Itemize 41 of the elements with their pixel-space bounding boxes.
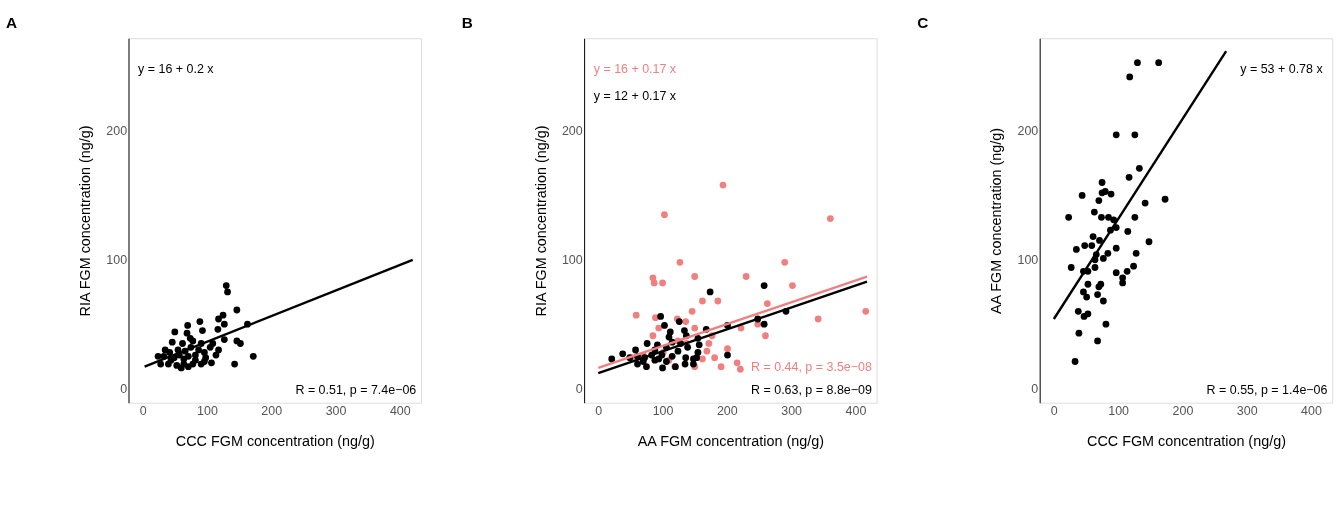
x-tick-label: 300 <box>1236 403 1258 418</box>
annotation: R = 0.44, p = 3.5e−08 <box>751 360 872 375</box>
y-tick-label: 200 <box>561 124 583 139</box>
x-tick-label: 200 <box>716 403 738 418</box>
annotation: y = 12 + 0.17 x <box>593 88 677 103</box>
x-tick-label: 100 <box>652 403 674 418</box>
annotation: y = 53 + 0.78 x <box>1240 61 1324 76</box>
y-tick-label: 200 <box>106 124 128 139</box>
x-tick-label: 300 <box>325 403 347 418</box>
x-tick-label: 400 <box>1301 403 1322 418</box>
x-tick-label: 0 <box>139 403 147 418</box>
x-tick-label: 400 <box>389 403 411 418</box>
x-tick-label: 300 <box>781 403 803 418</box>
annotation: R = 0.55, p = 1.4e−06 <box>1206 383 1328 398</box>
chart-title: C <box>917 13 929 31</box>
chart-title: A <box>6 13 18 31</box>
y-tick-label: 100 <box>561 253 583 268</box>
y-tick-label: 200 <box>1017 124 1039 139</box>
y-axis-title: AA FGM concentration (ng/g) <box>988 127 1005 315</box>
annotation: y = 16 + 0.2 x <box>138 61 215 76</box>
annotation: y = 16 + 0.17 x <box>593 61 677 76</box>
x-axis-title: CCC FGM concentration (ng/g) <box>1086 433 1286 450</box>
y-tick-label: 0 <box>575 381 583 396</box>
y-axis-title: RIA FGM concentration (ng/g) <box>532 125 549 317</box>
chart-title: B <box>461 13 473 31</box>
x-tick-label: 200 <box>261 403 283 418</box>
x-tick-label: 200 <box>1172 403 1194 418</box>
y-axis-title: RIA FGM concentration (ng/g) <box>76 125 93 317</box>
x-axis-title: CCC FGM concentration (ng/g) <box>175 433 375 450</box>
annotation: R = 0.51, p = 7.4e−06 <box>295 383 417 398</box>
x-tick-label: 100 <box>1108 403 1130 418</box>
x-tick-label: 100 <box>197 403 218 418</box>
y-tick-label: 100 <box>1017 253 1039 268</box>
x-tick-label: 0 <box>595 403 603 418</box>
x-tick-label: 400 <box>845 403 867 418</box>
x-axis-title: AA FGM concentration (ng/g) <box>637 433 824 450</box>
y-tick-label: 0 <box>120 381 128 396</box>
x-tick-label: 0 <box>1050 403 1058 418</box>
annotation: R = 0.63, p = 8.8e−09 <box>751 383 872 398</box>
y-tick-label: 0 <box>1031 381 1039 396</box>
y-tick-label: 100 <box>106 253 128 268</box>
